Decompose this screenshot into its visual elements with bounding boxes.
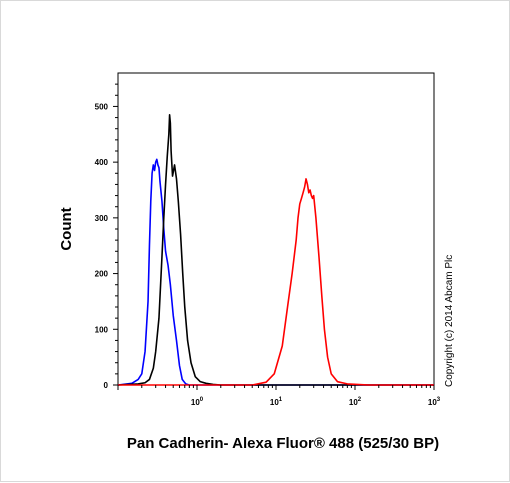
- y-tick-label: 100: [95, 325, 109, 334]
- y-tick-label: 400: [95, 158, 109, 167]
- y-tick-label: 500: [95, 102, 109, 111]
- x-tick-label: 100: [191, 397, 204, 407]
- plot-box: [117, 72, 435, 386]
- copyright-text: Copyright (c) 2014 Abcam Plc: [444, 255, 455, 387]
- x-axis-label: Pan Cadherin- Alexa Fluor® 488 (525/30 B…: [127, 435, 439, 452]
- y-tick-label: 300: [95, 214, 109, 223]
- y-tick-label: 0: [104, 381, 109, 390]
- series-line-2: [118, 178, 434, 386]
- x-tick-label: 101: [270, 397, 283, 407]
- series-line-1: [117, 113, 434, 386]
- x-tick-label: 102: [349, 397, 362, 407]
- y-axis-label: Count: [58, 207, 75, 250]
- y-axis: 0 100 200 300 400 500: [95, 83, 118, 390]
- x-axis: 100 101 102 103: [117, 385, 441, 407]
- y-tick-label: 200: [95, 270, 109, 279]
- series-line-0: [117, 158, 434, 386]
- plot-area: 0 100 200 300 400 500 100 101 102 103: [95, 72, 441, 407]
- x-tick-label: 103: [428, 397, 441, 407]
- series-group: [117, 113, 434, 386]
